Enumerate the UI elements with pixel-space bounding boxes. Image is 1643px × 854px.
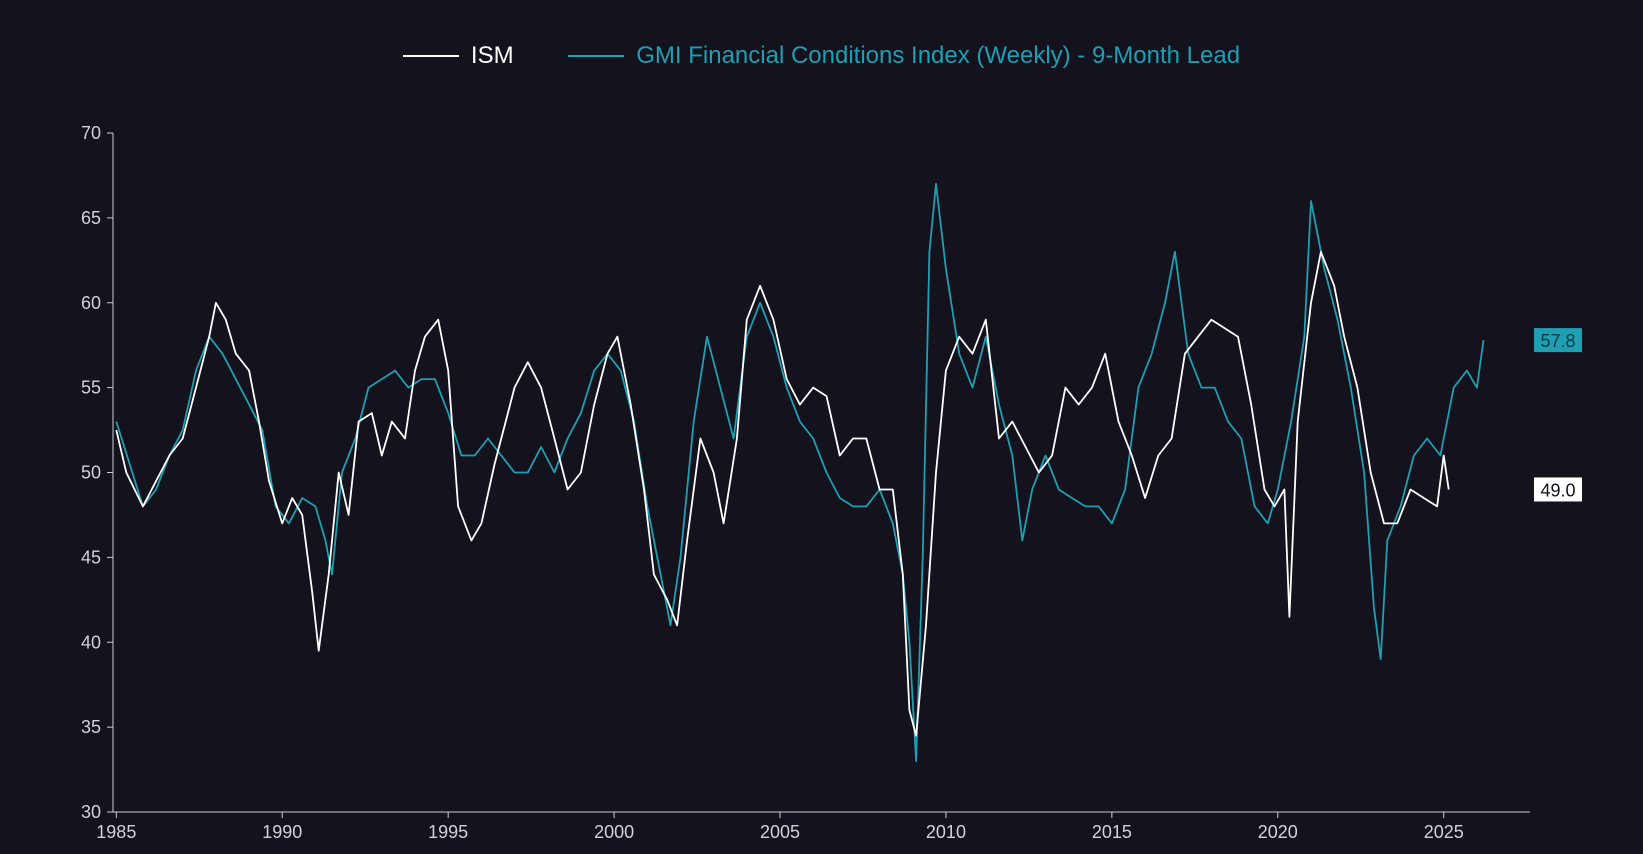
legend-swatch-gmi bbox=[568, 55, 625, 57]
end-label-box-ism bbox=[1534, 477, 1582, 502]
end-label-ism: 49.0 bbox=[1540, 480, 1575, 500]
series-line-ism bbox=[115, 250, 1450, 737]
end-label-gmi: 57.8 bbox=[1540, 331, 1575, 351]
legend: ISM GMI Financial Conditions Index (Week… bbox=[0, 36, 1643, 70]
legend-swatch-ism bbox=[402, 55, 459, 57]
x-tick-label: 2010 bbox=[926, 822, 966, 842]
y-tick-label: 35 bbox=[81, 717, 101, 737]
y-tick-label: 50 bbox=[81, 463, 101, 483]
x-tick-label: 2025 bbox=[1424, 822, 1464, 842]
legend-item-ism[interactable]: ISM bbox=[402, 42, 514, 70]
x-tick-label: 2000 bbox=[594, 822, 634, 842]
x-tick-label: 2015 bbox=[1092, 822, 1132, 842]
x-tick-label: 2005 bbox=[760, 822, 800, 842]
axes: 30 35 40 45 50 55 60 65 70 1985 1990 1995 2000 2005 20… bbox=[81, 123, 1530, 842]
legend-label-ism: ISM bbox=[470, 42, 514, 69]
x-tick-label: 1990 bbox=[262, 822, 302, 842]
y-tick-label: 65 bbox=[81, 208, 101, 228]
legend-label-gmi: GMI Financial Conditions Index (Weekly) … bbox=[636, 42, 1241, 69]
y-tick-label: 70 bbox=[81, 123, 101, 143]
x-tick-label: 1995 bbox=[428, 822, 468, 842]
legend-item-gmi[interactable]: GMI Financial Conditions Index (Weekly) … bbox=[568, 42, 1240, 70]
x-tick-label: 1985 bbox=[96, 822, 136, 842]
series-line-gmi bbox=[115, 183, 1485, 762]
y-tick-label: 30 bbox=[81, 802, 101, 822]
y-tick-label: 55 bbox=[81, 378, 101, 398]
end-labels: 49.0 57.8 bbox=[1534, 328, 1582, 502]
x-tick-label: 2020 bbox=[1258, 822, 1298, 842]
end-label-box-gmi bbox=[1534, 328, 1582, 353]
series-lines bbox=[115, 183, 1485, 762]
y-tick-label: 60 bbox=[81, 293, 101, 313]
y-tick-label: 45 bbox=[81, 547, 101, 567]
y-tick-label: 40 bbox=[81, 632, 101, 652]
